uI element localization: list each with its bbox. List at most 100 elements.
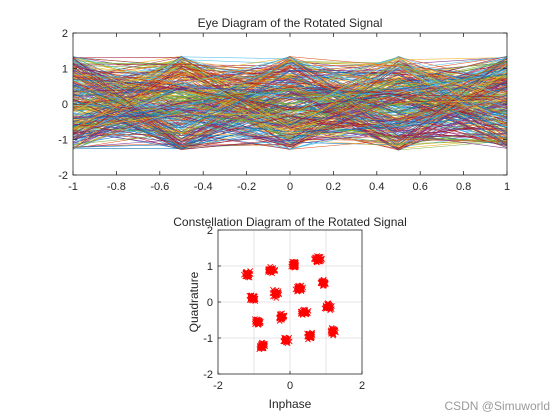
eye-trace: [73, 68, 507, 143]
eye-trace: [73, 56, 507, 117]
eye-x-tick-label: 0.4: [369, 181, 384, 193]
eye-trace: [73, 56, 507, 143]
constellation-y-tick-label: 0: [207, 297, 213, 309]
constellation-point: [258, 340, 265, 347]
constellation-point: [251, 293, 257, 300]
eye-trace: [73, 57, 507, 132]
eye-trace: [73, 61, 507, 106]
eye-x-tick-label: -0.8: [107, 181, 126, 193]
eye-trace: [73, 56, 507, 99]
eye-x-tick-label: 0.8: [456, 181, 471, 193]
eye-trace: [73, 67, 507, 129]
eye-trace: [73, 88, 507, 130]
constellation-point: [253, 318, 260, 325]
eye-trace: [73, 87, 507, 135]
eye-trace: [73, 69, 507, 139]
constellation-point: [328, 304, 335, 311]
eye-trace: [73, 57, 507, 147]
eye-trace: [73, 81, 507, 125]
eye-trace: [73, 59, 507, 136]
eye-traces: [73, 55, 507, 151]
eye-trace: [73, 102, 507, 139]
constellation-point: [332, 328, 339, 335]
constellation-point: [246, 297, 253, 303]
eye-trace: [73, 59, 507, 132]
eye-trace: [73, 62, 507, 142]
eye-x-tick-label: 0: [287, 181, 293, 193]
constellation-point: [280, 314, 287, 321]
constellation-point: [273, 290, 280, 297]
constellation-point: [290, 259, 297, 266]
eye-trace: [73, 56, 507, 147]
eye-y-ticks: -2 -1 0 1 2: [58, 28, 507, 182]
eye-trace: [73, 63, 507, 116]
eye-trace: [73, 55, 507, 150]
constellation-x-ticks: -2 0 2: [213, 371, 365, 392]
eye-trace: [73, 62, 507, 128]
eye-x-ticks: -1 -0.8 -0.6 -0.4 -0.2 0 0.2 0.4 0.6 0.8 1: [68, 33, 510, 193]
constellation-point: [323, 305, 330, 312]
eye-x-tick-label: -1: [68, 181, 78, 193]
constellation-point: [303, 310, 310, 316]
constellation-point: [282, 338, 288, 345]
eye-x-tick-label: 0.2: [326, 181, 341, 193]
constellation-ylabel: Quadrature: [187, 271, 201, 332]
constellation-point: [242, 270, 249, 277]
eye-trace: [73, 78, 507, 145]
eye-x-tick-label: -0.2: [237, 181, 256, 193]
eye-y-tick-label: 0: [62, 99, 68, 111]
constellation-point: [270, 266, 276, 273]
eye-trace: [73, 87, 507, 139]
eye-trace: [73, 74, 507, 150]
eye-trace: [73, 61, 507, 124]
eye-trace: [73, 89, 507, 150]
constellation-point: [318, 278, 325, 285]
eye-trace: [73, 71, 507, 138]
constellation-point: [306, 332, 312, 339]
eye-y-tick-label: 1: [62, 64, 68, 76]
eye-x-tick-label: -0.4: [194, 181, 213, 193]
eye-trace: [73, 66, 507, 140]
constellation-chart: Constellation Diagram of the Rotated Sig…: [173, 215, 406, 411]
constellation-point: [275, 290, 282, 297]
eye-y-tick-label: -1: [58, 135, 68, 147]
constellation-y-ticks: -2 -1 0 1 2: [203, 225, 221, 381]
eye-trace: [73, 72, 507, 130]
eye-trace: [73, 63, 507, 128]
constellation-point: [319, 280, 325, 287]
constellation-x-tick-label: 0: [287, 380, 293, 392]
eye-trace: [73, 56, 507, 129]
constellation-points: [241, 253, 339, 353]
eye-chart-title: Eye Diagram of the Rotated Signal: [198, 16, 383, 30]
constellation-point: [328, 330, 335, 337]
constellation-point: [313, 258, 320, 265]
constellation-point: [306, 333, 313, 340]
constellation-point: [298, 285, 305, 292]
eye-diagram-chart: Eye Diagram of the Rotated Signal -1 -0.8…: [58, 16, 510, 193]
constellation-chart-title: Constellation Diagram of the Rotated Sig…: [173, 215, 406, 229]
eye-trace: [73, 70, 507, 149]
constellation-x-tick-label: 2: [359, 380, 365, 392]
constellation-y-tick-label: 2: [207, 225, 213, 237]
constellation-y-tick-label: 1: [207, 261, 213, 273]
eye-x-tick-label: 0.6: [413, 181, 428, 193]
eye-y-tick-label: 2: [62, 28, 68, 40]
constellation-point: [291, 264, 298, 271]
constellation-point: [312, 254, 319, 261]
eye-trace: [73, 66, 507, 146]
watermark: CSDN @Simuworld: [444, 399, 550, 413]
eye-trace: [73, 74, 507, 139]
eye-trace: [73, 63, 507, 132]
constellation-point: [265, 268, 272, 275]
constellation-point: [258, 343, 265, 350]
eye-trace: [73, 76, 507, 121]
constellation-x-tick-label: -2: [213, 380, 223, 392]
constellation-point: [244, 271, 251, 278]
constellation-y-tick-label: -2: [203, 369, 213, 381]
constellation-point: [269, 266, 276, 273]
constellation-y-tick-label: -1: [203, 333, 213, 345]
eye-trace: [73, 64, 507, 145]
eye-trace: [73, 59, 507, 124]
constellation-point: [301, 310, 308, 317]
